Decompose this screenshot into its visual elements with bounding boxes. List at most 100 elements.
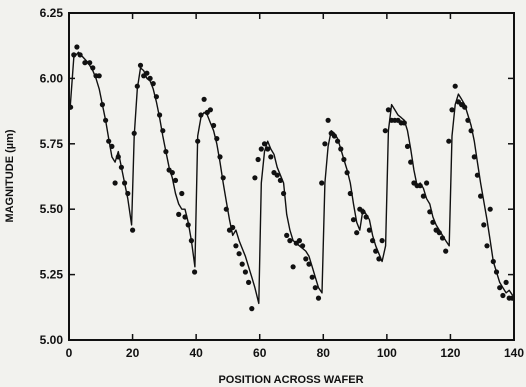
data-point bbox=[207, 107, 213, 113]
data-point bbox=[258, 146, 264, 152]
data-point bbox=[233, 243, 239, 249]
data-point bbox=[401, 120, 407, 126]
data-point bbox=[192, 269, 198, 275]
x-tick-label: 40 bbox=[189, 346, 203, 360]
data-point bbox=[157, 112, 163, 118]
data-point bbox=[182, 214, 188, 220]
y-tick-label: 6.25 bbox=[40, 6, 64, 20]
data-point bbox=[211, 122, 217, 129]
y-tick-label: 5.00 bbox=[40, 333, 64, 347]
y-tick-label: 5.75 bbox=[40, 137, 64, 151]
data-point bbox=[503, 279, 509, 285]
data-point bbox=[490, 258, 496, 265]
x-tick-label: 20 bbox=[126, 346, 140, 360]
data-point bbox=[284, 232, 290, 238]
data-point bbox=[103, 117, 109, 123]
data-point bbox=[420, 193, 426, 199]
data-point bbox=[449, 107, 455, 113]
data-point bbox=[163, 149, 169, 155]
data-point bbox=[77, 52, 83, 58]
x-tick-label: 0 bbox=[66, 346, 73, 360]
data-point bbox=[106, 138, 112, 144]
data-point bbox=[169, 170, 175, 176]
data-point bbox=[131, 130, 137, 136]
data-point bbox=[335, 138, 341, 144]
data-point bbox=[198, 112, 204, 118]
data-point bbox=[376, 256, 382, 262]
data-point bbox=[74, 44, 80, 50]
data-point bbox=[474, 172, 480, 178]
data-point bbox=[478, 193, 484, 199]
data-point bbox=[153, 94, 159, 100]
y-tick-label: 6.00 bbox=[40, 71, 64, 85]
data-point bbox=[322, 141, 328, 147]
data-point bbox=[265, 146, 271, 152]
data-point bbox=[404, 143, 411, 149]
data-point bbox=[303, 256, 309, 262]
data-point bbox=[465, 117, 471, 123]
data-point bbox=[122, 180, 128, 186]
data-point bbox=[430, 219, 436, 225]
data-point bbox=[185, 222, 191, 228]
data-point bbox=[471, 154, 477, 160]
data-point bbox=[497, 285, 503, 291]
y-axis-title: MAGNITUDE (µm) bbox=[4, 129, 16, 222]
data-point bbox=[176, 211, 182, 217]
data-point bbox=[87, 60, 93, 66]
data-point bbox=[462, 104, 468, 110]
data-point bbox=[484, 243, 490, 249]
data-point bbox=[347, 190, 353, 197]
data-point bbox=[90, 65, 96, 71]
axis-ticks: 0 20 40 60 80 100 120 140 5.00 5.25 5.50 5.75 6.00 6.… bbox=[40, 6, 525, 360]
data-point bbox=[424, 180, 430, 186]
data-point bbox=[436, 230, 442, 236]
data-point bbox=[268, 154, 274, 160]
data-point bbox=[306, 261, 312, 267]
data-point bbox=[363, 214, 369, 220]
data-point bbox=[439, 235, 446, 241]
data-point bbox=[82, 60, 88, 66]
data-point bbox=[315, 295, 322, 301]
data-point bbox=[134, 83, 140, 89]
data-point bbox=[172, 177, 179, 183]
data-point bbox=[220, 175, 226, 181]
data-point bbox=[468, 128, 474, 134]
series-points-group bbox=[68, 44, 515, 312]
data-point bbox=[443, 248, 449, 254]
data-point bbox=[366, 227, 372, 233]
data-point bbox=[417, 183, 423, 189]
data-point bbox=[242, 269, 248, 275]
data-point bbox=[223, 206, 229, 212]
data-point bbox=[370, 238, 376, 244]
data-point bbox=[68, 104, 74, 110]
data-point bbox=[96, 73, 102, 79]
data-point bbox=[341, 156, 347, 163]
data-point bbox=[300, 243, 306, 249]
data-point bbox=[277, 177, 283, 183]
data-point bbox=[309, 274, 315, 280]
data-point bbox=[125, 190, 131, 197]
data-point bbox=[350, 217, 357, 223]
data-point bbox=[452, 83, 458, 89]
data-point bbox=[281, 190, 287, 197]
data-point bbox=[500, 292, 506, 299]
data-point bbox=[255, 156, 261, 163]
data-point bbox=[118, 164, 124, 170]
data-point bbox=[385, 107, 391, 113]
data-point bbox=[509, 295, 515, 301]
data-point bbox=[290, 264, 296, 270]
data-point bbox=[427, 209, 433, 215]
data-point bbox=[150, 81, 156, 87]
x-tick-label: 60 bbox=[253, 346, 267, 360]
x-tick-label: 140 bbox=[504, 346, 524, 360]
data-point bbox=[249, 306, 255, 312]
data-point bbox=[179, 190, 185, 197]
data-point bbox=[274, 172, 280, 178]
data-point bbox=[446, 138, 452, 144]
y-tick-label: 5.50 bbox=[40, 202, 64, 216]
data-point bbox=[296, 238, 302, 244]
data-point bbox=[331, 133, 337, 139]
x-tick-label: 100 bbox=[377, 346, 397, 360]
data-point bbox=[137, 62, 144, 68]
x-tick-label: 80 bbox=[317, 346, 331, 360]
